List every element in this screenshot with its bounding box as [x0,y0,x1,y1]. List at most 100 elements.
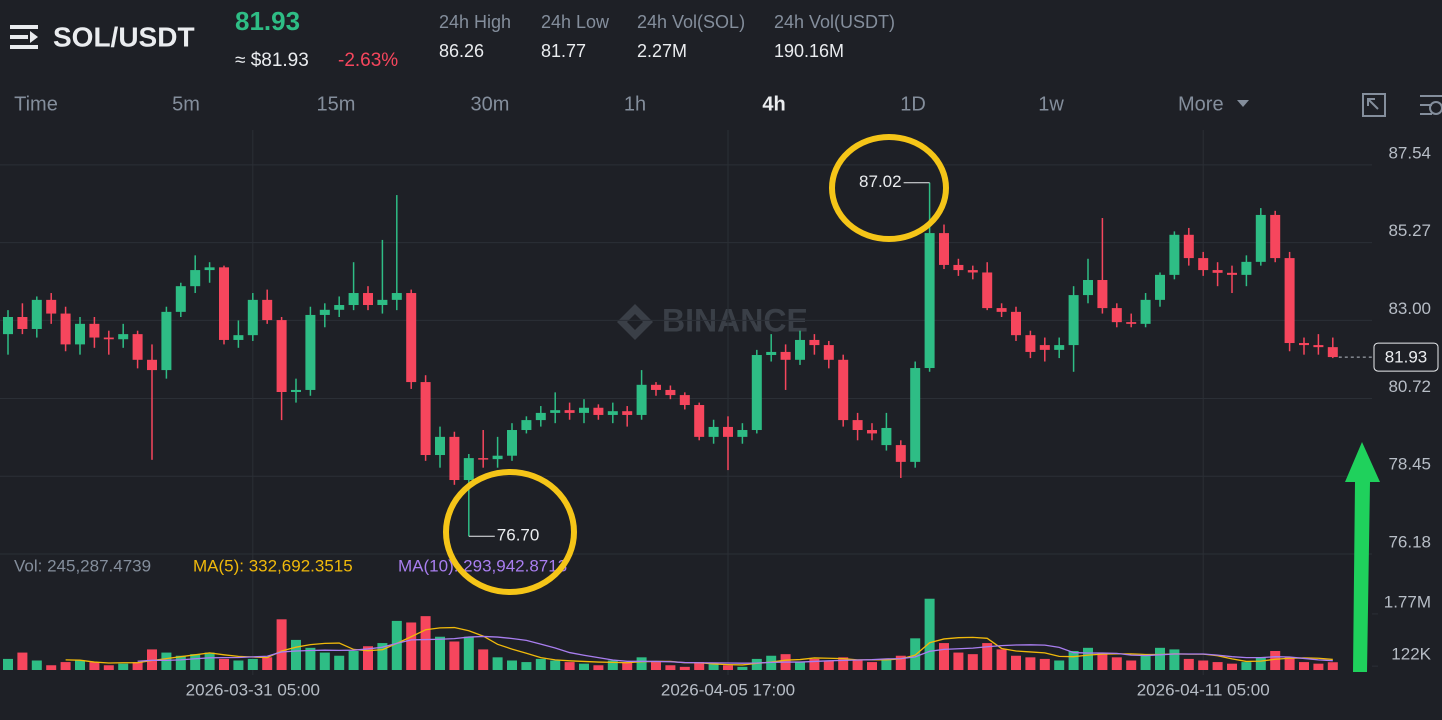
volume-bar [809,658,820,670]
volume-bar [852,660,863,670]
candle-body [651,384,661,390]
volume-tick-label: 122K [1391,645,1431,664]
candle-body [766,351,777,356]
volume-bar [435,636,445,670]
volume-bar [305,647,316,670]
y-tick-label: 76.18 [1388,532,1431,551]
interval-tab[interactable]: 15m [317,93,356,115]
candle-body [579,407,589,413]
interval-tab[interactable]: 5m [172,93,200,115]
interval-tab[interactable]: 1h [624,93,646,115]
pair[interactable]: SOL/USDT [53,21,195,52]
volume-bar [708,663,719,670]
candle-body [89,323,100,338]
candle-body [1227,272,1237,275]
depth-icon[interactable] [1362,93,1386,117]
candle-body [247,299,258,336]
tool-icons [1362,93,1442,117]
x-tick-label: 2026-04-11 05:00 [1137,680,1270,699]
volume-bar [3,658,13,670]
volume-bar [535,658,546,670]
candle-body [46,299,57,314]
candle-body [1054,345,1065,350]
candle-body [1255,214,1266,262]
candle-body [679,395,690,406]
candle-body [867,430,877,434]
ma10-line [137,635,1333,664]
volume-bar [233,660,244,670]
y-tick-label: 83.00 [1388,299,1431,318]
volume-bar [219,658,229,670]
volume-bar [564,662,575,670]
volume-legend: MA(10): 293,942.8713 [398,556,567,575]
more-tab[interactable]: More [1178,93,1224,115]
volume-bar [363,646,373,670]
interval-tab[interactable]: 4h [762,93,785,115]
candle-body [622,411,633,415]
candle-body [996,308,1007,312]
price-usd: ≈ $81.93 [235,50,309,71]
candle-body [1327,347,1338,358]
menu-icon[interactable] [10,25,38,49]
stat-label: 24h Vol(SOL) [637,12,745,32]
candle-body [276,320,287,393]
volume-bar [665,665,676,670]
candle-body [823,345,834,360]
volume-bar [1255,657,1266,670]
volume-bar [1155,647,1165,670]
highlight-circle [443,469,577,595]
candle-body [780,351,791,360]
interval-tab[interactable]: 30m [471,93,510,115]
volume-legend: MA(5): 332,692.3515 [193,556,353,575]
candle-body [507,430,517,456]
volume-bar [103,665,114,670]
menu-bar [10,45,38,49]
candle-body [118,334,129,340]
highlight-circle [829,134,949,242]
volume-bar [1212,662,1223,670]
volume-bar [1140,654,1151,670]
candle-body [751,355,762,431]
last-price-tag [1373,342,1439,372]
candle-body [1270,214,1281,259]
y-tick-label: 85.27 [1388,221,1431,240]
candle-body [535,412,546,421]
volume-bar [391,620,402,670]
volume-bar [1327,662,1338,670]
volume-bar [1198,660,1209,670]
volume-bar [478,649,489,670]
interval-tab[interactable]: Time [14,93,58,115]
volume-bar [406,622,417,670]
volume-bar [867,662,877,670]
x-tick-label: 2026-04-05 17:00 [661,680,795,699]
volume-bar [17,652,28,670]
highlight-circles [443,134,949,595]
candle-body [291,389,301,393]
candle-body [1068,295,1079,346]
more-caret [1237,100,1249,107]
candle-body [838,359,849,421]
volume-bar [1068,650,1079,670]
volume-bar [636,657,647,670]
menu-arrow [30,31,38,43]
volume-bar [1227,663,1237,670]
volume-bar [449,641,460,670]
candle-body [60,313,71,345]
interval-tab[interactable]: 1D [900,93,926,115]
volume-bar [46,665,57,670]
interval-tab[interactable]: 1w [1038,93,1064,115]
volume-bar [1111,657,1122,670]
volume-bar [60,662,71,670]
candle-body [262,299,273,321]
last-price-tag-label: 81.93 [1385,348,1428,367]
volume-bar [1083,647,1093,670]
candle-body [1183,234,1194,259]
candle-body [795,339,805,360]
candle-body [233,335,244,340]
stat-value: 86.26 [439,41,484,61]
volume-bar [1183,658,1194,670]
volume-bar [953,652,964,670]
volume-bar [1097,652,1108,670]
volume-bar [910,638,921,670]
